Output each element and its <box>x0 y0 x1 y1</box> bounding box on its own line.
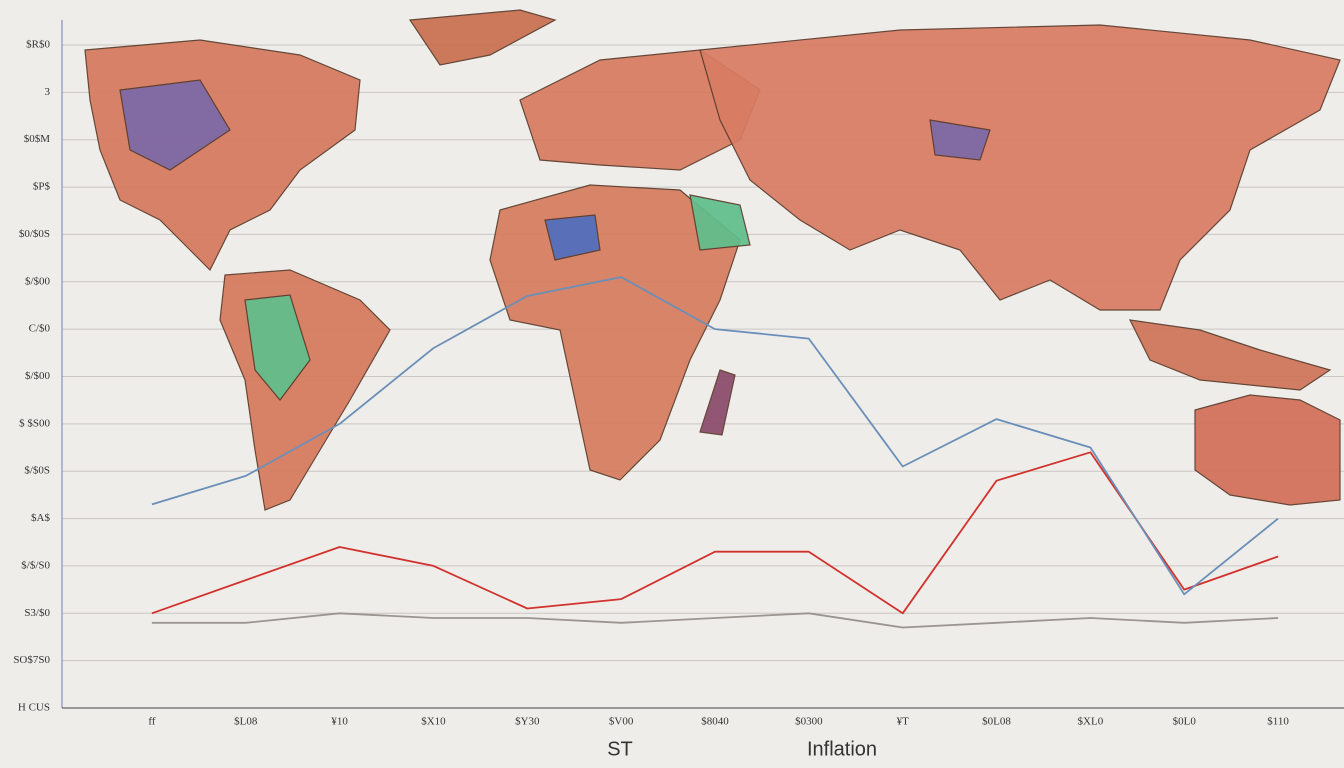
y-tick-label: C/$0 <box>29 323 51 335</box>
y-tick-label: $/$00 <box>25 275 51 287</box>
x-tick-label: $0300 <box>795 716 823 728</box>
series-line <box>151 451 1279 615</box>
x-tick-label: $L08 <box>234 716 258 728</box>
x-tick-label: ¥10 <box>331 716 348 728</box>
southeast-asia <box>1128 319 1332 391</box>
madagascar <box>699 369 736 436</box>
y-tick-label: $/$0S <box>24 465 50 477</box>
x-axis-title: Inflation <box>807 738 877 760</box>
south-america-patch <box>244 294 311 401</box>
north-america-patch <box>119 79 231 171</box>
y-tick-label: $P$ <box>33 181 51 193</box>
greenland <box>408 9 557 66</box>
y-tick-label: 3 <box>45 86 51 98</box>
africa-patch <box>544 214 601 261</box>
x-tick-label: ¥T <box>897 716 910 728</box>
y-tick-label: $0/$0S <box>19 228 50 240</box>
x-tick-label: $0L08 <box>982 716 1011 728</box>
australia <box>1194 394 1341 506</box>
y-tick-label: $A$ <box>31 512 50 524</box>
x-tick-label: $8040 <box>701 716 729 728</box>
y-tick-label: $/$/S0 <box>21 559 50 571</box>
y-tick-label: H CUS <box>18 702 50 714</box>
annotation: ST <box>607 738 633 760</box>
asia-patch <box>929 119 991 161</box>
y-tick-label: $0$M <box>24 133 51 145</box>
x-tick-label: ff <box>148 716 155 728</box>
africa-patch-2 <box>689 194 751 251</box>
x-tick-label: $110 <box>1267 716 1289 728</box>
world-map <box>84 9 1341 511</box>
x-tick-label: $X10 <box>421 716 446 728</box>
y-tick-label: $R$0 <box>26 39 50 51</box>
y-tick-label: $ $S00 <box>19 417 50 429</box>
y-tick-label: S3/$0 <box>24 607 50 619</box>
series-line <box>151 612 1279 629</box>
y-tick-label: $/$00 <box>25 370 51 382</box>
asia <box>699 24 1341 311</box>
x-tick-label: $XL0 <box>1078 716 1104 728</box>
y-tick-label: SO$7S0 <box>13 654 50 666</box>
x-tick-label: $0L0 <box>1173 716 1197 728</box>
x-tick-label: $V00 <box>609 716 634 728</box>
series-line <box>151 276 1279 596</box>
x-tick-label: $Y30 <box>515 716 540 728</box>
plot-area <box>151 276 1279 629</box>
